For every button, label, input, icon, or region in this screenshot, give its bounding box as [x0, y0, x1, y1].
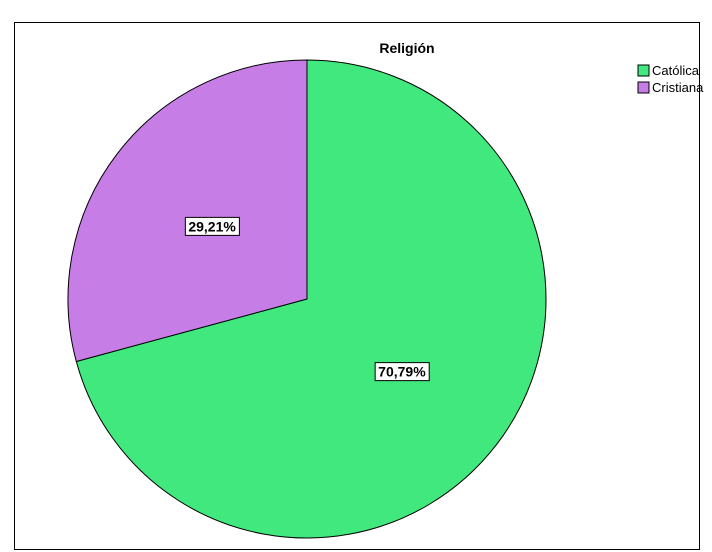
data-label-1: 70,79% — [374, 362, 430, 382]
data-label-box-2 — [184, 216, 240, 236]
pie-slices — [67, 59, 547, 539]
data-label-text-1: 70,79% — [378, 364, 426, 380]
legend-label-2: Cristiana — [652, 80, 704, 95]
legend-swatch-2 — [637, 81, 650, 94]
data-labels: 70,79% 29,21% — [184, 216, 430, 382]
legend: Católica Cristiana — [637, 63, 704, 95]
data-label-text-2: 29,21% — [188, 218, 236, 234]
pie-slice-2 — [67, 59, 308, 363]
data-label-2: 29,21% — [184, 216, 240, 236]
chart-title: Religión — [379, 40, 434, 56]
pie-slice-1 — [75, 59, 547, 539]
legend-swatch-1 — [637, 64, 650, 77]
data-label-box-1 — [374, 362, 430, 382]
legend-label-1: Católica — [652, 63, 700, 78]
